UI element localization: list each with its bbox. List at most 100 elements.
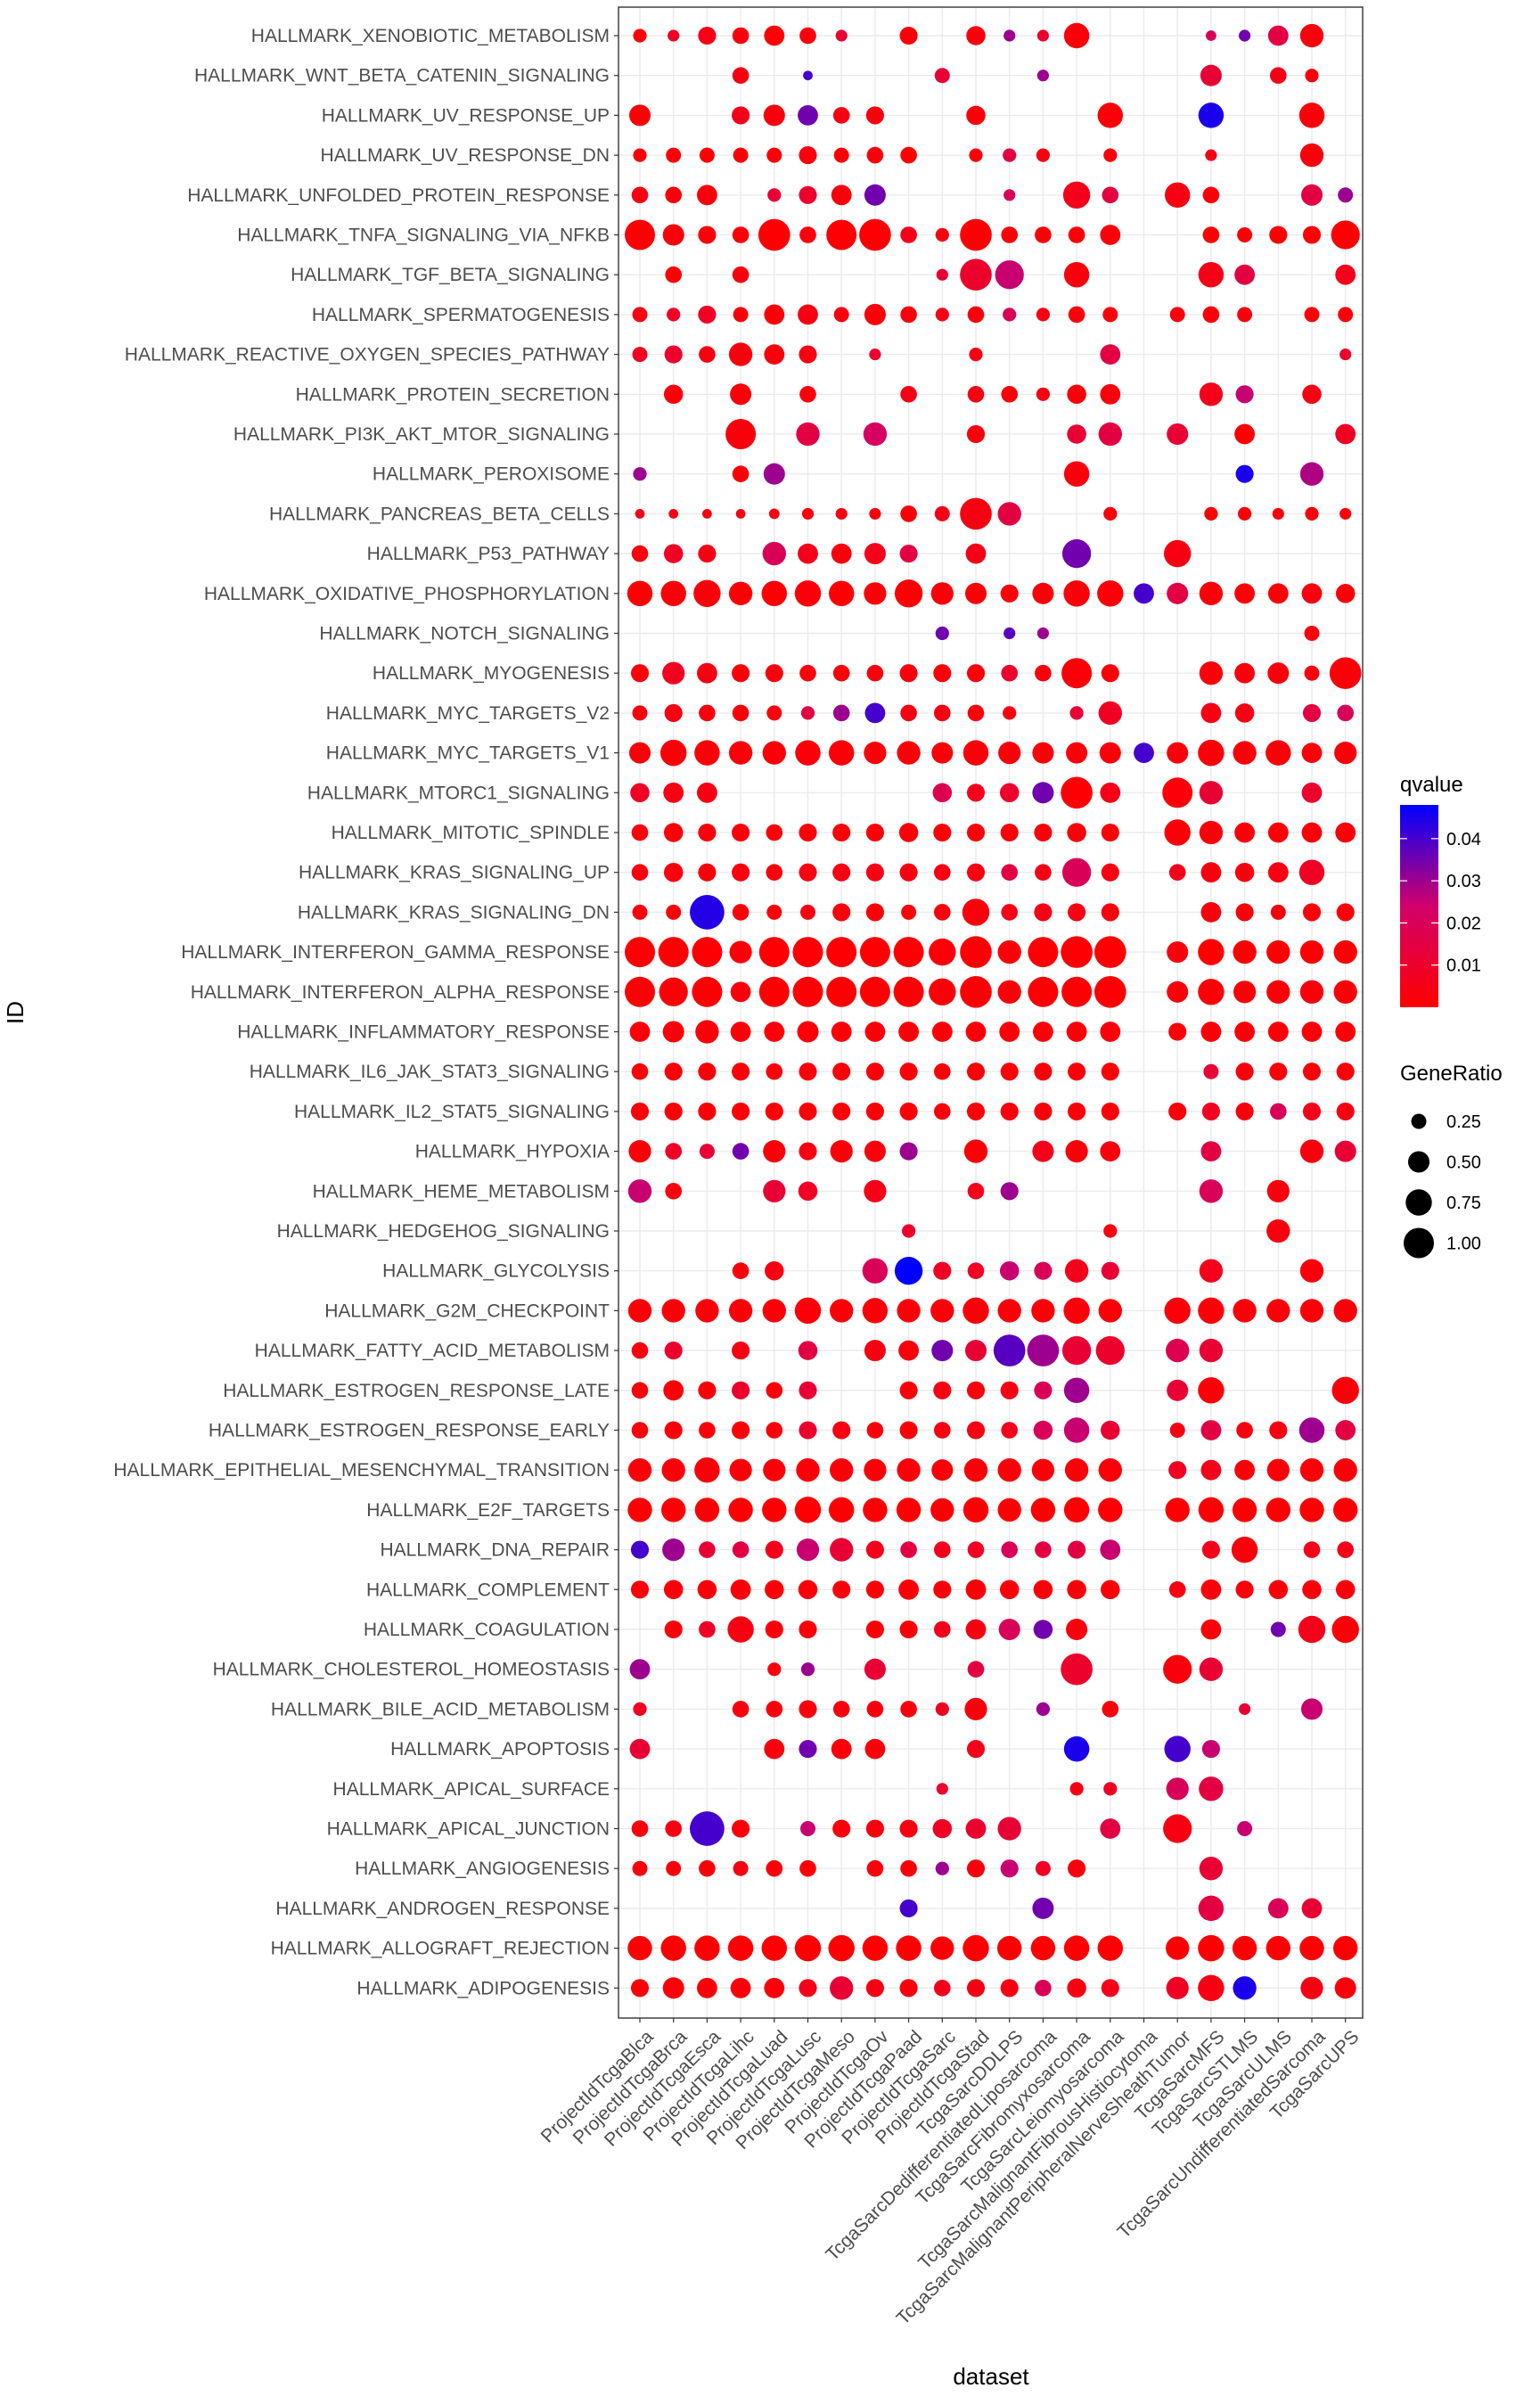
data-point bbox=[664, 703, 683, 722]
data-point bbox=[1134, 583, 1154, 604]
data-point bbox=[733, 1860, 749, 1876]
data-point bbox=[1304, 307, 1320, 323]
data-point bbox=[629, 1659, 651, 1680]
data-point bbox=[663, 384, 684, 405]
data-point bbox=[698, 1102, 717, 1120]
data-point bbox=[761, 580, 788, 607]
data-point bbox=[1300, 184, 1323, 206]
data-point bbox=[800, 1662, 815, 1677]
data-point bbox=[894, 579, 923, 608]
data-point bbox=[1063, 261, 1090, 288]
data-point bbox=[1032, 1140, 1054, 1162]
data-point bbox=[660, 580, 686, 607]
data-point bbox=[967, 385, 985, 403]
data-point bbox=[864, 582, 887, 605]
data-point bbox=[664, 1620, 683, 1639]
data-point bbox=[1032, 582, 1054, 604]
data-point bbox=[963, 1139, 988, 1163]
data-point bbox=[828, 740, 855, 766]
data-point bbox=[1298, 1615, 1326, 1644]
data-point bbox=[965, 543, 987, 564]
data-point bbox=[863, 1498, 888, 1522]
data-point bbox=[1200, 64, 1222, 86]
qvalue-ticks: 0.01 0.02 0.03 0.04 bbox=[1400, 830, 1481, 976]
data-point bbox=[799, 226, 816, 243]
data-point bbox=[1302, 1063, 1322, 1081]
data-point bbox=[900, 385, 917, 403]
data-point bbox=[798, 104, 818, 126]
data-point bbox=[1065, 1139, 1088, 1163]
data-point bbox=[1003, 29, 1016, 42]
data-point bbox=[1333, 1458, 1357, 1482]
y-tick-label: HALLMARK_PROTEIN_SECRETION bbox=[296, 384, 610, 405]
data-point bbox=[930, 1936, 954, 1960]
data-point bbox=[1198, 261, 1225, 288]
data-point bbox=[762, 1498, 787, 1522]
data-point bbox=[765, 1102, 783, 1120]
data-point bbox=[632, 705, 648, 721]
data-point bbox=[1061, 976, 1093, 1007]
data-point bbox=[965, 1579, 987, 1600]
data-point bbox=[1036, 1702, 1050, 1716]
qvalue-tick-label: 0.04 bbox=[1446, 830, 1481, 849]
data-point bbox=[1266, 940, 1290, 964]
data-point bbox=[865, 1102, 884, 1120]
data-point bbox=[966, 1102, 986, 1120]
data-point bbox=[692, 937, 723, 968]
data-point bbox=[1200, 1141, 1222, 1161]
y-tick-label: HALLMARK_WNT_BETA_CATENIN_SIGNALING bbox=[194, 66, 610, 86]
data-point bbox=[1267, 862, 1289, 883]
y-tick-label: HALLMARK_COAGULATION bbox=[364, 1620, 610, 1640]
data-point bbox=[1000, 1182, 1019, 1201]
data-point bbox=[997, 1817, 1021, 1841]
y-tick-label: HALLMARK_INTERFERON_GAMMA_RESPONSE bbox=[181, 942, 610, 963]
data-point bbox=[1299, 1498, 1324, 1522]
data-point bbox=[1333, 1299, 1357, 1323]
data-point bbox=[899, 1102, 918, 1120]
data-point bbox=[865, 1540, 884, 1559]
data-point bbox=[1237, 1821, 1253, 1836]
data-point bbox=[629, 1022, 651, 1042]
data-point bbox=[1001, 385, 1019, 403]
data-point bbox=[1267, 822, 1289, 843]
data-point bbox=[663, 1380, 684, 1401]
data-point bbox=[965, 1022, 987, 1042]
data-point bbox=[828, 1497, 855, 1523]
data-point bbox=[766, 904, 782, 920]
data-point bbox=[732, 1102, 750, 1120]
data-point bbox=[1068, 1102, 1086, 1120]
data-point bbox=[1234, 703, 1255, 723]
qvalue-colorbar bbox=[1400, 805, 1438, 1007]
data-point bbox=[966, 823, 986, 842]
data-point bbox=[763, 1458, 786, 1481]
data-point bbox=[697, 662, 717, 684]
data-point bbox=[1266, 1179, 1290, 1202]
data-point bbox=[1335, 822, 1356, 843]
data-point bbox=[698, 863, 717, 882]
data-point bbox=[630, 1540, 650, 1559]
data-point bbox=[1299, 980, 1324, 1004]
y-tick-label: HALLMARK_OXIDATIVE_PHOSPHORYLATION bbox=[204, 584, 610, 604]
data-point bbox=[1001, 1422, 1019, 1439]
data-point bbox=[1167, 423, 1189, 446]
data-point bbox=[1165, 1498, 1190, 1522]
y-tick-label: HALLMARK_UV_RESPONSE_UP bbox=[322, 105, 610, 126]
data-point bbox=[999, 1580, 1020, 1600]
data-point bbox=[1202, 186, 1220, 204]
data-point bbox=[1266, 1299, 1290, 1323]
data-point bbox=[699, 1859, 716, 1877]
data-point bbox=[633, 467, 647, 481]
data-point bbox=[665, 186, 683, 204]
data-point bbox=[1167, 1379, 1189, 1401]
data-point bbox=[694, 1935, 720, 1961]
data-point bbox=[936, 268, 948, 281]
data-point bbox=[665, 1820, 683, 1837]
data-point bbox=[732, 664, 750, 683]
data-point bbox=[1031, 1299, 1055, 1323]
data-point bbox=[1103, 1224, 1118, 1238]
data-point bbox=[1233, 1976, 1257, 2000]
y-tick-label: HALLMARK_PEROXISOME bbox=[373, 464, 610, 485]
data-point bbox=[1036, 70, 1049, 82]
data-point bbox=[1168, 1580, 1186, 1598]
data-point bbox=[894, 1257, 923, 1285]
